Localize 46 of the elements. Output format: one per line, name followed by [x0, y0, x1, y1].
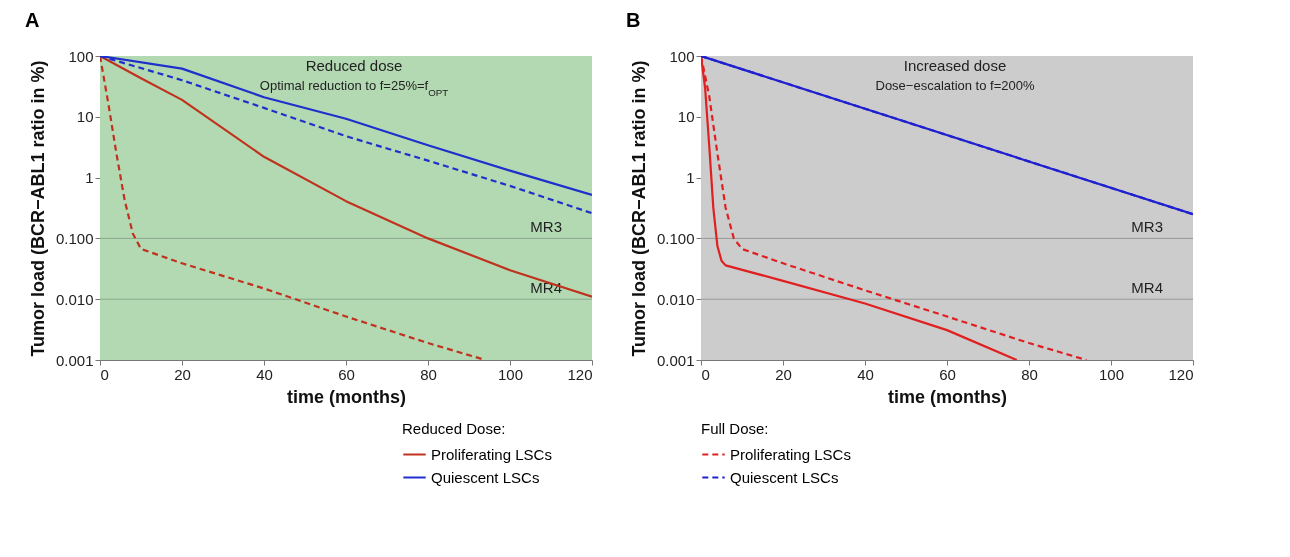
y-tick-label: 0.010 — [656, 290, 695, 308]
y-tick-label: 1 — [85, 169, 94, 187]
legend-title: Full Dose: — [701, 420, 769, 437]
ref-line-label: MR3 — [530, 218, 562, 236]
y-tick-label: 0.100 — [656, 229, 695, 247]
legend-label: Quiescent LSCs — [431, 468, 540, 486]
legend-label: Proliferating LSCs — [730, 445, 851, 463]
chart-title: B — [626, 9, 641, 31]
x-tick-label: 120 — [1168, 365, 1194, 383]
y-tick-label: 0.001 — [656, 351, 695, 369]
x-tick-label: 100 — [1098, 365, 1125, 383]
legend-label: Proliferating LSCs — [431, 445, 552, 463]
annotation: Dose−escalation to f=200% — [875, 78, 1035, 93]
x-tick-label: 80 — [420, 365, 437, 383]
annotation: Increased dose — [903, 57, 1007, 74]
y-tick-label: 0.001 — [55, 351, 94, 369]
legend-label: Quiescent LSCs — [730, 468, 839, 486]
x-tick-label: 0 — [701, 365, 710, 383]
y-tick-label: 1 — [686, 169, 695, 187]
x-tick-label: 20 — [775, 365, 792, 383]
chart-title: A — [25, 9, 40, 31]
y-tick-label: 10 — [677, 108, 695, 126]
y-tick-label: 0.010 — [55, 290, 94, 308]
y-tick-label: 100 — [669, 47, 695, 65]
annotation: Reduced dose — [305, 57, 403, 74]
x-tick-label: 40 — [857, 365, 874, 383]
x-tick-label: 120 — [567, 365, 593, 383]
y-tick-label: 10 — [76, 108, 94, 126]
ref-line-label: MR4 — [1131, 279, 1163, 297]
ref-line-label: MR4 — [530, 279, 562, 297]
x-axis-title: time (months) — [287, 386, 406, 407]
x-tick-label: 0 — [100, 365, 109, 383]
annotation: Optimal reduction to f=25%=f$_{OPT}$ — [259, 78, 449, 98]
x-tick-label: 20 — [174, 365, 191, 383]
x-tick-label: 60 — [338, 365, 355, 383]
y-tick-label: 100 — [68, 47, 94, 65]
y-axis-title: Tumor load (BCR−ABL1 ratio in %) — [27, 60, 48, 357]
x-tick-label: 80 — [1021, 365, 1038, 383]
x-tick-label: 40 — [256, 365, 273, 383]
x-tick-label: 100 — [497, 365, 524, 383]
x-tick-label: 60 — [939, 365, 956, 383]
legend-title: Reduced Dose: — [402, 420, 506, 437]
y-axis-title: Tumor load (BCR−ABL1 ratio in %) — [628, 60, 649, 357]
ref-line-label: MR3 — [1131, 218, 1163, 236]
y-tick-label: 0.100 — [55, 229, 94, 247]
x-axis-title: time (months) — [888, 386, 1007, 407]
